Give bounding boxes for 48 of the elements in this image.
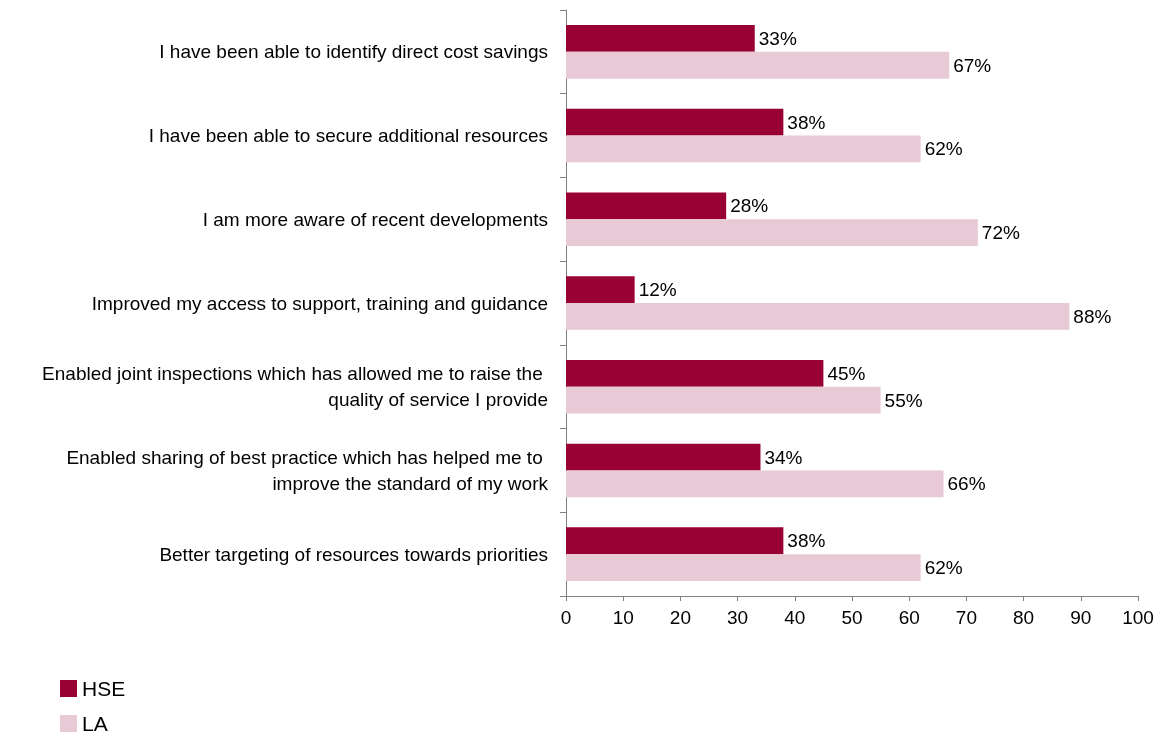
y-tick-label: I have been able to identify direct cost savings xyxy=(159,41,548,63)
bar xyxy=(566,51,950,79)
bar xyxy=(566,135,921,163)
data-label: 45% xyxy=(827,362,866,384)
x-tick-label: 100 xyxy=(1122,607,1154,628)
data-label: 62% xyxy=(924,138,963,160)
legend-label: HSE xyxy=(82,677,126,700)
x-tick-label: 20 xyxy=(669,607,691,628)
x-tick-label: 0 xyxy=(560,607,572,628)
data-label: 38% xyxy=(787,111,826,133)
data-label: 62% xyxy=(924,557,963,579)
data-label: 34% xyxy=(764,446,803,468)
x-tick-label: 90 xyxy=(1070,607,1092,628)
data-label: 88% xyxy=(1073,305,1112,327)
y-tick-label: Improved my access to support, training and guidance xyxy=(91,292,548,314)
x-tick-label: 50 xyxy=(841,607,863,628)
bar xyxy=(566,219,978,247)
x-tick-label: 70 xyxy=(955,607,977,628)
x-tick-label: 10 xyxy=(612,607,634,628)
bar xyxy=(566,386,881,414)
bar xyxy=(566,527,784,555)
bar xyxy=(566,303,1070,330)
data-label: 72% xyxy=(981,222,1020,244)
data-label: 67% xyxy=(953,54,992,76)
y-tick-label: I am more aware of recent developments xyxy=(202,208,548,230)
x-tick-label: 30 xyxy=(727,607,749,628)
bar xyxy=(566,25,755,52)
y-tick-label: Better targeting of resources towards priorities xyxy=(159,543,548,565)
data-label: 33% xyxy=(758,27,797,49)
bar xyxy=(566,554,921,581)
data-label: 38% xyxy=(787,530,826,552)
x-tick-label: 40 xyxy=(784,607,806,628)
legend-label: LA xyxy=(82,712,108,735)
bar xyxy=(566,192,727,220)
bar xyxy=(566,443,761,471)
data-label: 12% xyxy=(638,279,677,301)
bar xyxy=(566,359,824,387)
y-tick-label: I have been able to secure additional resources xyxy=(148,125,548,147)
y-tick-label: Enabled sharing of best practice which has helped me to improve the standard of my work xyxy=(66,446,549,494)
data-label: 55% xyxy=(884,389,923,411)
x-tick-label: 60 xyxy=(898,607,920,628)
bar xyxy=(566,470,944,498)
data-label: 66% xyxy=(947,473,986,495)
x-tick-label: 80 xyxy=(1013,607,1035,628)
data-label: 28% xyxy=(730,195,769,217)
y-tick-label: Enabled joint inspections which has allowed me to raise the quality of service I provide xyxy=(42,363,548,411)
bar xyxy=(566,108,784,136)
bar xyxy=(566,276,635,303)
